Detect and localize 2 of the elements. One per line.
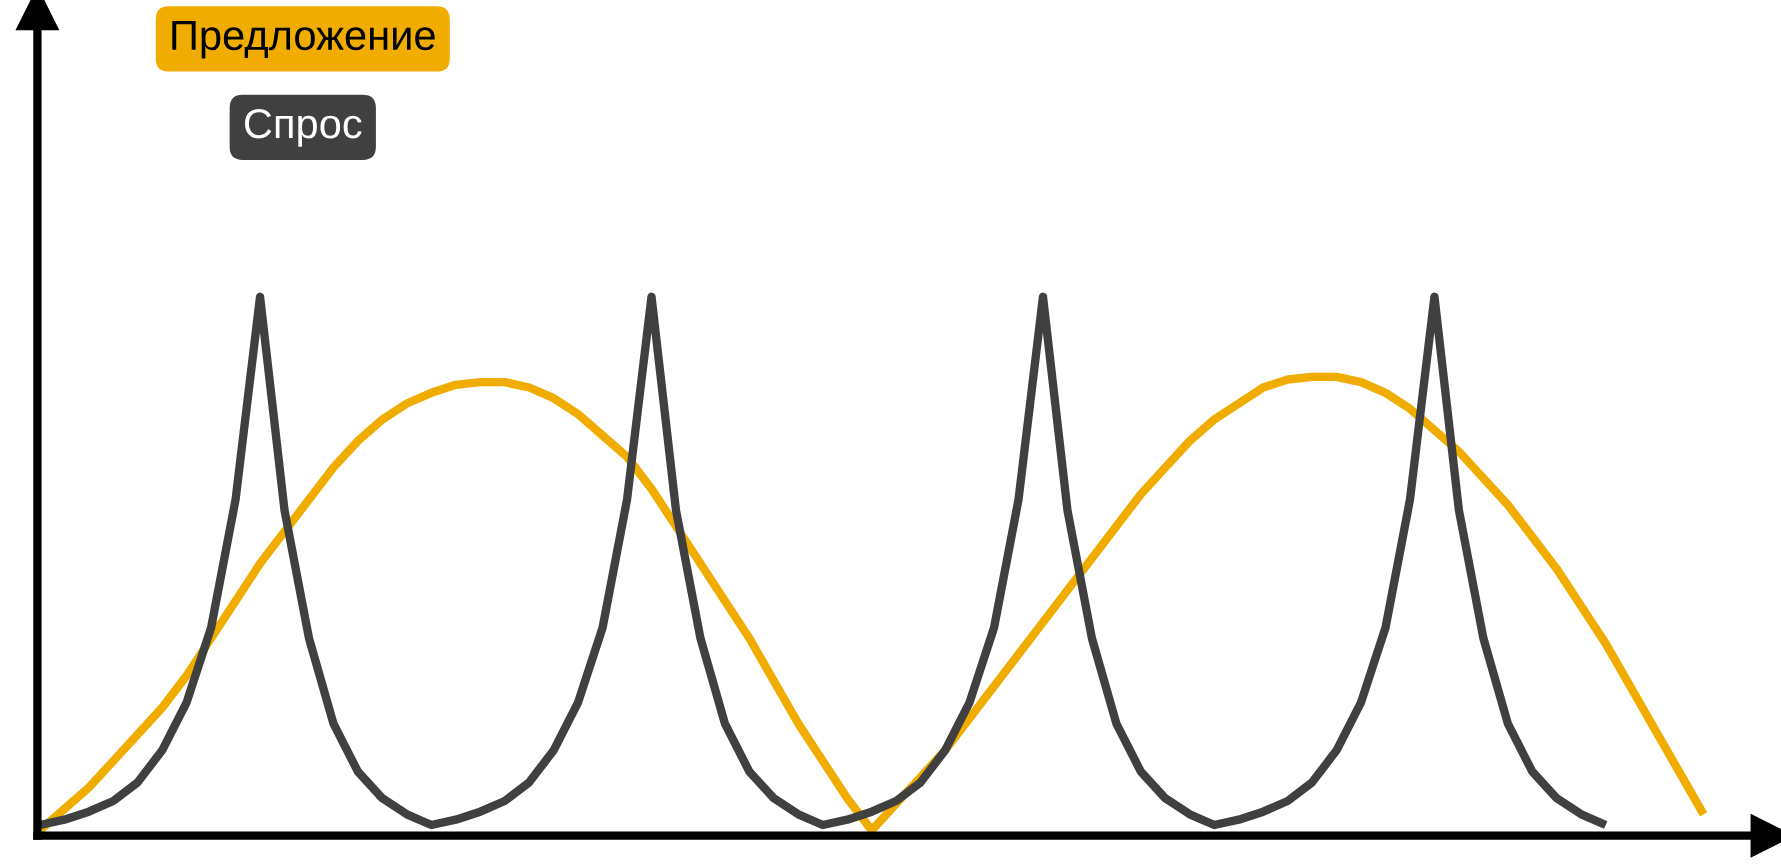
text: Спрос bbox=[244, 108, 362, 147]
text: Предложение bbox=[172, 21, 435, 59]
